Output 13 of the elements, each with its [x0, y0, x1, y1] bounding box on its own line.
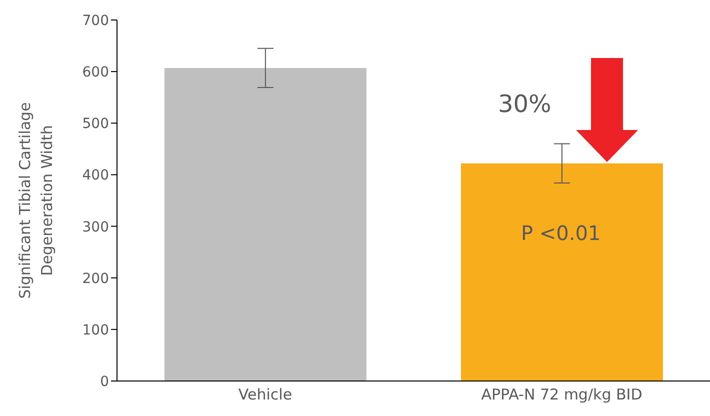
y-axis-title: Significant Tibial Cartilage Degeneration Width — [16, 102, 56, 299]
annotation: 30% — [498, 90, 552, 119]
y-tick-label: 500 — [82, 116, 109, 132]
x-tick-label: APPA-N 72 mg/kg BID — [481, 386, 642, 404]
y-tick-label: 300 — [82, 219, 109, 236]
y-tick-label: 400 — [82, 168, 109, 184]
annotation: P <0.01 — [521, 221, 601, 245]
y-tick-label: 700 — [82, 12, 109, 29]
x-tick-label: Vehicle — [238, 386, 292, 404]
y-tick-label: 100 — [82, 322, 109, 338]
y-tick-label: 200 — [82, 270, 109, 287]
y-tick-label: 0 — [100, 374, 109, 390]
y-tick-label: 600 — [82, 64, 109, 81]
